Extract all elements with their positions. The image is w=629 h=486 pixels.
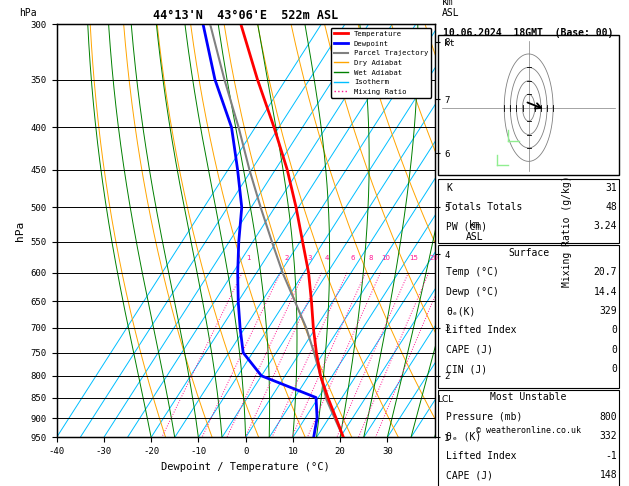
Text: PW (cm): PW (cm): [446, 221, 487, 231]
Text: 10.06.2024  18GMT  (Base: 00): 10.06.2024 18GMT (Base: 00): [443, 29, 614, 38]
Title: 44°13'N  43°06'E  522m ASL: 44°13'N 43°06'E 522m ASL: [153, 9, 338, 22]
Text: CAPE (J): CAPE (J): [446, 470, 493, 480]
Text: 3.24: 3.24: [594, 221, 617, 231]
Y-axis label: hPa: hPa: [15, 221, 25, 241]
Text: 6: 6: [350, 255, 355, 260]
Text: 4: 4: [325, 255, 330, 260]
Text: kt: kt: [444, 39, 455, 48]
Text: -1: -1: [605, 451, 617, 461]
Text: 0: 0: [611, 326, 617, 335]
Text: 3: 3: [308, 255, 312, 260]
Text: CAPE (J): CAPE (J): [446, 345, 493, 355]
Text: 329: 329: [599, 306, 617, 316]
X-axis label: Dewpoint / Temperature (°C): Dewpoint / Temperature (°C): [161, 462, 330, 472]
Text: Temp (°C): Temp (°C): [446, 267, 499, 277]
Bar: [438, 35, 619, 175]
Bar: [438, 245, 619, 388]
Text: km
ASL: km ASL: [442, 0, 460, 18]
Text: 48: 48: [605, 202, 617, 212]
Text: 0: 0: [611, 364, 617, 374]
Text: 14.4: 14.4: [594, 287, 617, 296]
Text: hPa: hPa: [19, 8, 36, 18]
Y-axis label: km
ASL: km ASL: [466, 220, 484, 242]
Text: 2: 2: [284, 255, 289, 260]
Text: 20.7: 20.7: [594, 267, 617, 277]
Text: CIN (J): CIN (J): [446, 364, 487, 374]
Text: 31: 31: [605, 183, 617, 192]
Text: Totals Totals: Totals Totals: [446, 202, 522, 212]
Text: Most Unstable: Most Unstable: [491, 392, 567, 402]
Bar: [438, 179, 619, 243]
Text: 15: 15: [409, 255, 418, 260]
Text: 1: 1: [246, 255, 250, 260]
Bar: [438, 390, 619, 486]
Text: Dewp (°C): Dewp (°C): [446, 287, 499, 296]
Text: 148: 148: [599, 470, 617, 480]
Text: 0: 0: [611, 345, 617, 355]
Text: © weatheronline.co.uk: © weatheronline.co.uk: [476, 426, 581, 435]
Text: 800: 800: [599, 412, 617, 422]
Text: Mixing Ratio (g/kg): Mixing Ratio (g/kg): [562, 175, 572, 287]
Text: LCL: LCL: [437, 395, 454, 404]
Legend: Temperature, Dewpoint, Parcel Trajectory, Dry Adiabat, Wet Adiabat, Isotherm, Mi: Temperature, Dewpoint, Parcel Trajectory…: [331, 28, 431, 98]
Text: 10: 10: [381, 255, 391, 260]
Text: 20: 20: [430, 255, 438, 260]
Text: K: K: [446, 183, 452, 192]
Text: 332: 332: [599, 431, 617, 441]
Text: 8: 8: [369, 255, 374, 260]
Text: Surface: Surface: [508, 248, 549, 258]
Text: Lifted Index: Lifted Index: [446, 326, 516, 335]
Text: Lifted Index: Lifted Index: [446, 451, 516, 461]
Text: θₑ (K): θₑ (K): [446, 431, 481, 441]
Text: Pressure (mb): Pressure (mb): [446, 412, 522, 422]
Text: θₑ(K): θₑ(K): [446, 306, 476, 316]
